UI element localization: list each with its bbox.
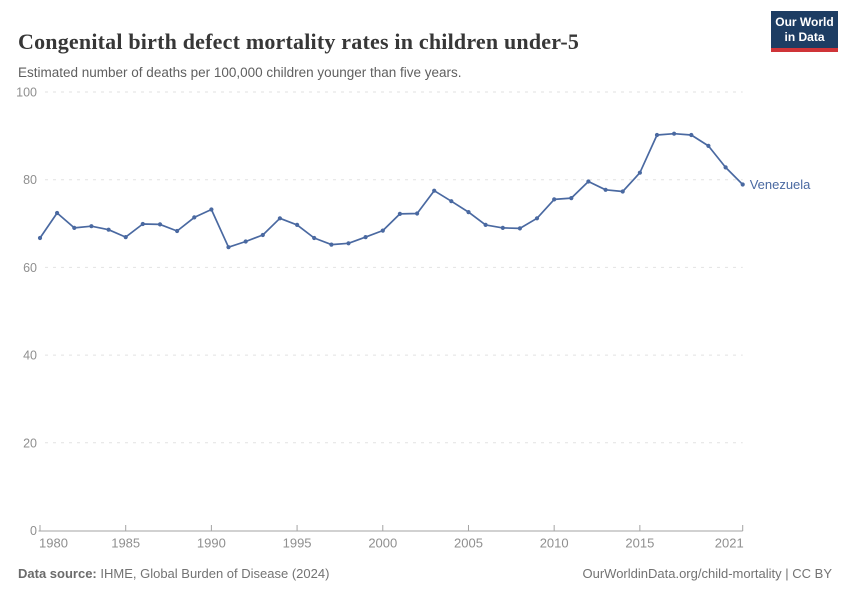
- x-tick-label-2021: 2021: [715, 536, 744, 551]
- venezuela-point-2004[interactable]: [449, 199, 454, 204]
- venezuela-point-1993[interactable]: [260, 232, 265, 238]
- venezuela-point-2017[interactable]: [672, 131, 677, 136]
- venezuela-point-1998[interactable]: [346, 241, 351, 246]
- venezuela-point-1985[interactable]: [123, 235, 128, 240]
- venezuela-point-1996[interactable]: [312, 235, 317, 241]
- y-tick-label-40: 40: [23, 349, 37, 363]
- venezuela-line[interactable]: [39, 132, 744, 249]
- owid-logo[interactable]: Our World in Data: [771, 11, 838, 52]
- chart-canvas[interactable]: 0 20 40 60 80 100 1980 1985 1990 1995 2000 2005 2010…: [0, 85, 850, 565]
- venezuela-point-2007[interactable]: [500, 225, 505, 230]
- venezuela-point-1995[interactable]: [295, 222, 300, 227]
- venezuela-point-2014[interactable]: [620, 189, 625, 194]
- venezuela-point-1983[interactable]: [89, 224, 94, 229]
- venezuela-point-1997[interactable]: [329, 242, 334, 247]
- venezuela-point-2011[interactable]: [569, 196, 574, 201]
- x-tick-label-2015: 2015: [625, 536, 654, 551]
- data-source-label: Data source:: [18, 566, 97, 581]
- venezuela-point-1999[interactable]: [363, 235, 368, 240]
- series-end-label[interactable]: Venezuela: [750, 177, 811, 192]
- venezuela-point-1990[interactable]: [209, 207, 214, 212]
- y-tick-label-0: 0: [30, 524, 37, 538]
- venezuela-point-1982[interactable]: [72, 225, 77, 230]
- venezuela-point-2001[interactable]: [397, 211, 402, 216]
- venezuela-point-1994[interactable]: [277, 216, 282, 221]
- x-tick-label-1990: 1990: [197, 536, 226, 551]
- venezuela-point-2019[interactable]: [706, 143, 711, 148]
- venezuela-point-2005[interactable]: [466, 210, 471, 215]
- venezuela-point-2010[interactable]: [552, 197, 557, 202]
- page-title: Congenital birth defect mortality rates …: [18, 28, 580, 54]
- venezuela-point-2018[interactable]: [689, 132, 694, 138]
- data-source-note: Data source: IHME, Global Burden of Dise…: [18, 566, 329, 581]
- venezuela-point-2002[interactable]: [415, 211, 420, 216]
- owid-logo-line1: Our World: [775, 14, 834, 29]
- y-tick-label-80: 80: [23, 173, 37, 187]
- x-tick-label-1995: 1995: [283, 536, 312, 551]
- venezuela-point-2013[interactable]: [603, 187, 608, 192]
- venezuela-point-1986[interactable]: [140, 221, 145, 227]
- x-tick-label-2005: 2005: [454, 536, 483, 551]
- x-tick-label-2010: 2010: [540, 536, 569, 551]
- venezuela-point-2012[interactable]: [586, 179, 591, 184]
- venezuela-point-1984[interactable]: [106, 227, 111, 232]
- venezuela-point-1980[interactable]: [37, 235, 43, 241]
- venezuela-point-2016[interactable]: [654, 132, 660, 138]
- venezuela-point-1989[interactable]: [192, 215, 197, 220]
- venezuela-point-1991[interactable]: [226, 245, 231, 250]
- y-tick-label-20: 20: [23, 436, 37, 450]
- venezuela-point-2008[interactable]: [517, 226, 523, 231]
- line-chart[interactable]: 0 20 40 60 80 100 1980 1985 1990 1995 2000 2005 2010…: [0, 85, 850, 565]
- owid-logo-line2: in Data: [784, 29, 825, 44]
- x-tick-label-1985: 1985: [111, 536, 140, 551]
- y-tick-label-60: 60: [23, 261, 37, 275]
- venezuela-point-2003[interactable]: [432, 188, 437, 193]
- venezuela-point-2006[interactable]: [483, 222, 488, 227]
- venezuela-point-1981[interactable]: [55, 210, 60, 216]
- y-tick-label-100: 100: [16, 86, 37, 100]
- chart-footer: Data source: IHME, Global Burden of Dise…: [18, 566, 832, 581]
- venezuela-point-2021[interactable]: [740, 182, 745, 187]
- venezuela-point-1988[interactable]: [175, 228, 180, 234]
- venezuela-point-2000[interactable]: [380, 228, 385, 233]
- venezuela-point-1987[interactable]: [157, 222, 163, 227]
- data-source-value: IHME, Global Burden of Disease (2024): [96, 566, 330, 581]
- venezuela-point-2020[interactable]: [723, 165, 728, 170]
- venezuela-point-2015[interactable]: [637, 170, 643, 175]
- x-tick-label-2000: 2000: [368, 536, 397, 551]
- chart-subtitle: Estimated number of deaths per 100,000 c…: [18, 64, 462, 80]
- x-tick-label-1980: 1980: [39, 536, 68, 551]
- venezuela-point-2009[interactable]: [534, 216, 540, 221]
- owid-license-link[interactable]: OurWorldinData.org/child-mortality | CC …: [582, 566, 833, 581]
- venezuela-point-1992[interactable]: [243, 239, 248, 244]
